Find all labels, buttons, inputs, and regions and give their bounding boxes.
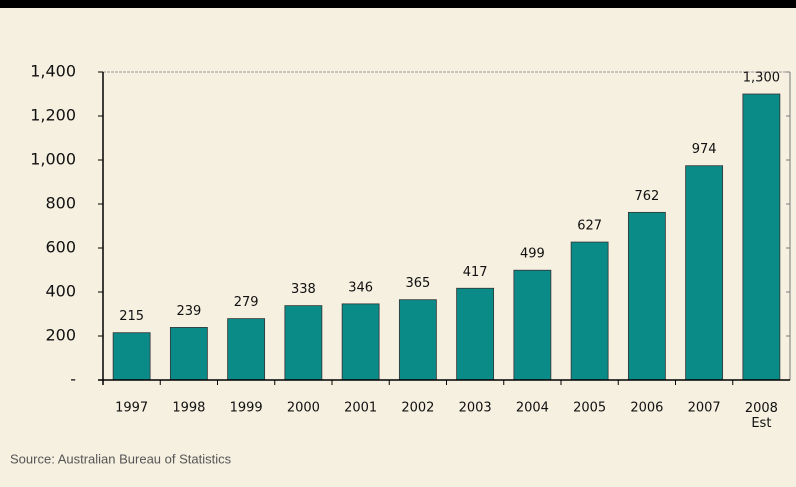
bar: [685, 165, 724, 381]
x-tick-label: 2008 Est: [745, 401, 778, 431]
value-label: 338: [291, 282, 316, 297]
x-tick-label: 1997: [115, 401, 148, 416]
source-note: Source: Australian Bureau of Statistics: [10, 451, 232, 466]
bar: [570, 241, 609, 381]
bar: [398, 299, 437, 381]
value-label: 365: [405, 276, 430, 291]
x-tick-label: 2004: [516, 401, 549, 416]
x-tick-label: 2006: [630, 401, 663, 416]
x-tick-label: 1998: [172, 401, 205, 416]
top-bar: [0, 0, 796, 8]
value-label: 215: [119, 309, 144, 324]
y-tick-label: 1,000: [30, 150, 76, 169]
x-tick-label: 2000: [287, 401, 320, 416]
y-tick-label: 1,400: [30, 62, 76, 81]
y-tick-label: 800: [45, 194, 76, 213]
bar: [284, 305, 323, 381]
y-tick-label: -: [70, 370, 76, 389]
bar: [169, 327, 208, 381]
x-tick-label: 2007: [688, 401, 721, 416]
bar: [341, 303, 380, 381]
x-tick-label: 1999: [230, 401, 263, 416]
bar: [227, 318, 266, 381]
bar: [456, 287, 495, 381]
x-tick-label: 2003: [459, 401, 492, 416]
bar: [112, 332, 151, 381]
y-tick-label: 1,200: [30, 106, 76, 125]
value-label: 346: [348, 280, 373, 295]
value-label: 417: [463, 265, 488, 280]
value-label: 762: [634, 189, 659, 204]
bar: [513, 269, 552, 381]
value-label: 279: [234, 295, 259, 310]
bar: [627, 211, 666, 381]
x-tick-label: 2001: [344, 401, 377, 416]
y-tick-label: 400: [45, 282, 76, 301]
value-label: 239: [176, 304, 201, 319]
bar: [742, 93, 781, 381]
value-label: 1,300: [743, 71, 780, 86]
y-tick-label: 600: [45, 238, 76, 257]
value-label: 627: [577, 219, 602, 234]
y-tick-label: 200: [45, 326, 76, 345]
x-tick-label: 2005: [573, 401, 606, 416]
x-tick-label: 2002: [401, 401, 434, 416]
value-label: 499: [520, 247, 545, 262]
value-label: 974: [692, 142, 717, 157]
